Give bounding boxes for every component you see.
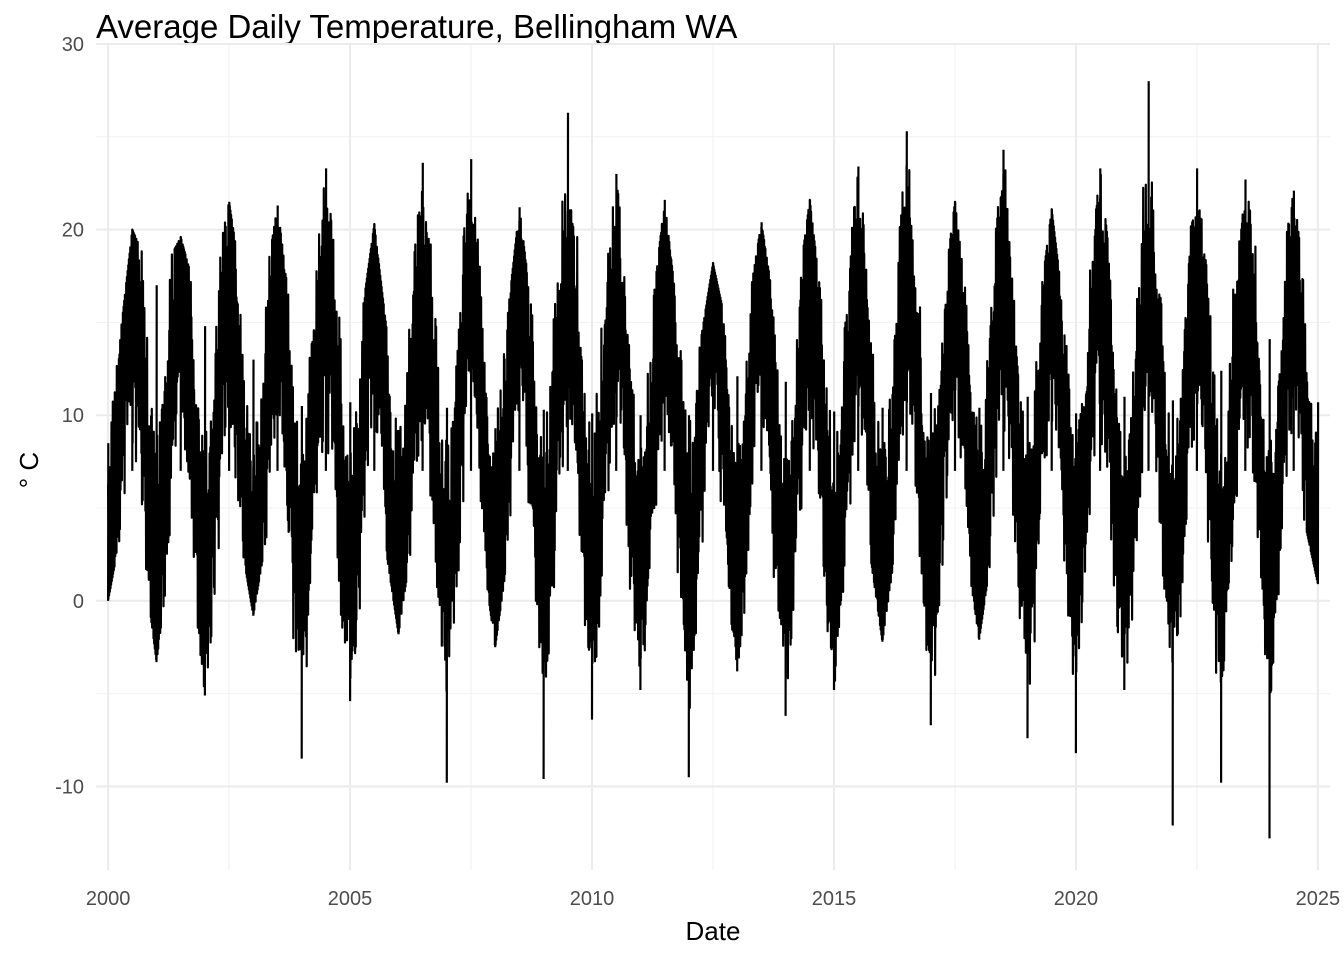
x-tick-label: 2000 (86, 888, 131, 910)
y-tick-label: 0 (73, 591, 84, 613)
chart-title: Average Daily Temperature, Bellingham WA (96, 8, 738, 45)
temperature-series-line (107, 81, 1320, 839)
y-tick-label: 10 (62, 405, 84, 427)
x-axis-tick-labels: 2000 2005 2010 2015 2020 2025 (86, 888, 1340, 910)
x-axis-title: Date (686, 916, 741, 946)
y-tick-label: -10 (55, 776, 84, 798)
x-tick-label: 2025 (1296, 888, 1341, 910)
x-tick-label: 2005 (328, 888, 373, 910)
y-axis-tick-labels: -10 0 10 20 30 (55, 34, 84, 798)
y-axis-title: ° C (14, 452, 44, 488)
x-tick-label: 2020 (1054, 888, 1099, 910)
y-tick-label: 20 (62, 220, 84, 242)
y-tick-label: 30 (62, 34, 84, 56)
x-tick-label: 2010 (570, 888, 615, 910)
x-tick-label: 2015 (812, 888, 857, 910)
